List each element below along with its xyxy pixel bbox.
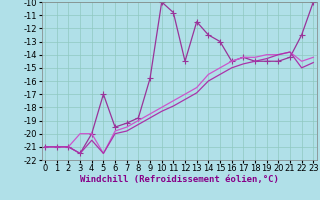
X-axis label: Windchill (Refroidissement éolien,°C): Windchill (Refroidissement éolien,°C) bbox=[80, 175, 279, 184]
